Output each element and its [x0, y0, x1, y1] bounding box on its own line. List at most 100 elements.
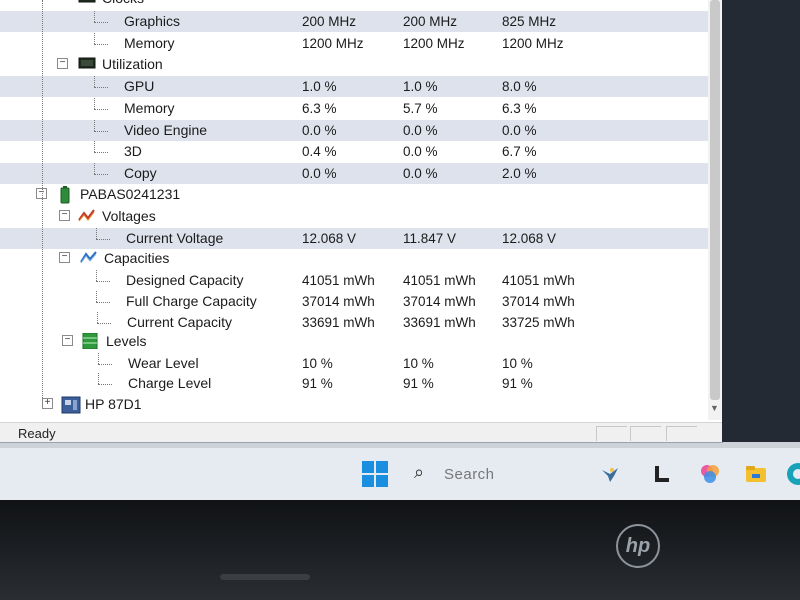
- tree-connector: [96, 270, 97, 281]
- search-placeholder: Search: [444, 466, 495, 483]
- expand-icon[interactable]: +: [42, 398, 53, 409]
- value-min: 33691 mWh: [403, 315, 476, 330]
- tree-row-Graphics[interactable]: Graphics 200 MHz 200 MHz 825 MHz: [0, 11, 714, 32]
- value-current: 200 MHz: [302, 14, 357, 29]
- collapse-icon[interactable]: −: [57, 58, 68, 69]
- value-min: 11.847 V: [403, 231, 457, 246]
- value-max: 33725 mWh: [502, 315, 575, 330]
- tree-connector: [94, 109, 108, 110]
- value-min: 0.0 %: [403, 144, 438, 159]
- copilot-icon[interactable]: [698, 462, 722, 486]
- tree-connector: [94, 44, 108, 45]
- value-max: 12.068 V: [502, 231, 557, 246]
- collapse-icon[interactable]: −: [59, 252, 70, 263]
- status-pane: [630, 426, 661, 441]
- value-min: 200 MHz: [403, 14, 458, 29]
- status-pane: [596, 426, 627, 441]
- tree-label: Current Capacity: [127, 314, 233, 330]
- scroll-down-icon[interactable]: ▼: [710, 403, 719, 413]
- tree-connector: [97, 323, 111, 324]
- collapse-icon[interactable]: −: [62, 335, 73, 346]
- edge-browser-icon[interactable]: [786, 462, 800, 486]
- tree-connector: [97, 312, 98, 323]
- tree-row-Memory[interactable]: Memory 1200 MHz 1200 MHz 1200 MHz: [0, 33, 714, 54]
- tree-row-current-voltage[interactable]: Current Voltage 12.068 V 11.847 V 12.068 V: [0, 228, 714, 249]
- tree-label: Memory: [124, 35, 175, 51]
- value-current: 10 %: [302, 356, 333, 371]
- tree-connector: [98, 384, 112, 385]
- tree-connector: [94, 131, 108, 132]
- value-min: 1200 MHz: [403, 36, 465, 51]
- tree-row-copy[interactable]: Copy 0.0 % 0.0 % 2.0 %: [0, 163, 714, 184]
- value-min: 91 %: [403, 376, 434, 391]
- tree-label: Voltages: [102, 208, 156, 224]
- tree-row-video-engine[interactable]: Video Engine 0.0 % 0.0 % 0.0 %: [0, 120, 714, 141]
- tree-row-current-capacity[interactable]: Current Capacity 33691 mWh 33691 mWh 33725 …: [0, 312, 714, 333]
- value-current: 0.0 %: [302, 123, 337, 138]
- scrollbar-thumb[interactable]: [710, 0, 720, 400]
- tree-label: 3D: [124, 143, 142, 159]
- collapse-icon[interactable]: −: [36, 188, 47, 199]
- value-current: 0.0 %: [302, 166, 337, 181]
- tree-connector: [94, 98, 95, 109]
- bird-app-icon[interactable]: [598, 462, 622, 486]
- tree-row-wear-level[interactable]: Wear Level 10 % 10 % 10 %: [0, 353, 714, 374]
- windows-start-icon[interactable]: [362, 461, 388, 487]
- status-pane: [666, 426, 697, 441]
- tree-connector: [96, 281, 110, 282]
- value-max: 6.7 %: [502, 144, 537, 159]
- tree-row-levels[interactable]: − Levels: [0, 331, 714, 352]
- value-current: 37014 mWh: [302, 294, 375, 309]
- value-min: 41051 mWh: [403, 273, 476, 288]
- tree-label: Charge Level: [128, 375, 212, 391]
- value-max: 10 %: [502, 356, 533, 371]
- laptop-bezel: [0, 500, 800, 600]
- tree-row-utilization[interactable]: − Utilization: [0, 54, 714, 75]
- tree-row-memory-util[interactable]: Memory 6.3 % 5.7 % 6.3 %: [0, 98, 714, 119]
- app-l-icon[interactable]: [650, 462, 674, 486]
- vertical-scrollbar[interactable]: ▼: [708, 0, 722, 420]
- value-current: 12.068 V: [302, 231, 357, 246]
- value-max: 37014 mWh: [502, 294, 575, 309]
- taskbar-search-box[interactable]: ⌕ Search: [412, 462, 582, 486]
- hp-logo: hp: [616, 524, 660, 568]
- tree-row-gpu[interactable]: GPU 1.0 % 1.0 % 8.0 %: [0, 76, 714, 97]
- tree-connector: [94, 120, 95, 131]
- tree-label: HP 87D1: [85, 396, 142, 412]
- collapse-icon[interactable]: −: [59, 210, 70, 221]
- tree-label: Capacities: [104, 250, 170, 266]
- tree-label: Designed Capacity: [126, 272, 244, 288]
- tree-label: PABAS0241231: [80, 186, 181, 202]
- levels-icon: [82, 332, 100, 350]
- search-icon: ⌕: [414, 462, 425, 482]
- tree-label: Current Voltage: [126, 230, 224, 246]
- voltage-icon: [78, 208, 96, 223]
- tree-connector: [94, 22, 108, 23]
- value-max: 91 %: [502, 376, 533, 391]
- tree-connector: [94, 152, 108, 153]
- tree-label: Memory: [124, 100, 175, 116]
- tree-row-full-charge-capacity[interactable]: Full Charge Capacity 37014 mWh 37014 mWh 37…: [0, 291, 714, 312]
- tree-connector: [94, 87, 108, 88]
- value-current: 6.3 %: [302, 101, 337, 116]
- tree-connector: [96, 228, 97, 239]
- tree-connector: [94, 141, 95, 152]
- capacity-icon: [80, 250, 98, 265]
- tree-label: Graphics: [124, 13, 181, 29]
- tree-row-charge-level[interactable]: Charge Level 91 % 91 % 91 %: [0, 373, 714, 394]
- tree-connector: [96, 239, 110, 240]
- tree-row-designed-capacity[interactable]: Designed Capacity 41051 mWh 41051 mWh 41051…: [0, 270, 714, 291]
- tree-label: Full Charge Capacity: [126, 293, 257, 309]
- tree-row-hp-device[interactable]: + HP 87D1: [0, 394, 714, 415]
- value-min: 37014 mWh: [403, 294, 476, 309]
- value-current: 33691 mWh: [302, 315, 375, 330]
- file-explorer-icon[interactable]: [744, 462, 768, 486]
- tree-row-clocks[interactable]: Clocks: [0, 0, 714, 9]
- tree-row-battery-device[interactable]: − PABAS0241231: [0, 184, 714, 205]
- tree-row-capacities[interactable]: − Capacities: [0, 248, 714, 269]
- tree-connector: [94, 11, 95, 22]
- tree-row-3d[interactable]: 3D 0.4 % 0.0 % 6.7 %: [0, 141, 714, 162]
- tree-label: Wear Level: [128, 355, 199, 371]
- tree-row-voltages[interactable]: − Voltages: [0, 206, 714, 227]
- value-min: 5.7 %: [403, 101, 438, 116]
